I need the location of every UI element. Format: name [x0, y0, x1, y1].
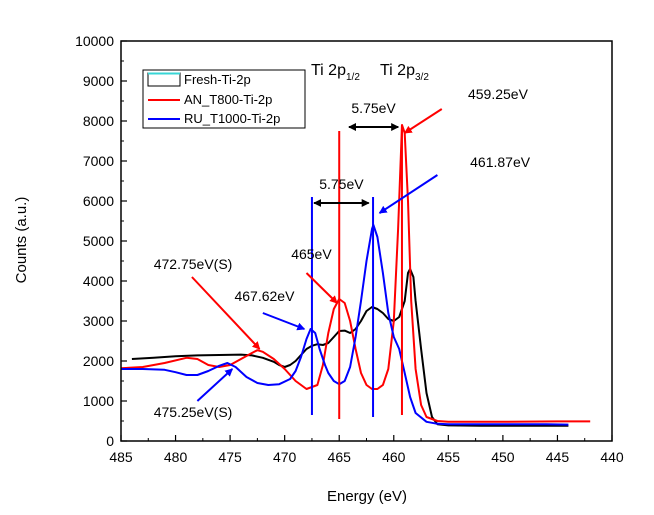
x-tick-label-480: 480 — [164, 449, 188, 465]
y-tick-label-9000: 9000 — [83, 73, 114, 89]
legend-swatch-fresh — [147, 72, 181, 87]
annotation-475-25ev-s-arrow — [196, 368, 234, 402]
y-tick-label-3000: 3000 — [83, 313, 114, 329]
y-tick-label-1000: 1000 — [83, 393, 114, 409]
x-tick-label-450: 450 — [491, 449, 515, 465]
annotation-472-75ev-s-arrow — [191, 276, 261, 350]
x-axis-label: Energy (eV) — [327, 488, 407, 505]
legend-item-fresh: Fresh-Ti-2p — [147, 72, 251, 87]
series-an-t800-ti-2p — [120, 124, 591, 423]
y-tick-label-2000: 2000 — [83, 353, 114, 369]
series-layer — [120, 124, 591, 427]
x-tick-label-475: 475 — [218, 449, 242, 465]
series-ru-t1000-ti-2p — [121, 224, 569, 426]
legend: Fresh-Ti-2p AN_T800-Ti-2p RU_T1000-Ti-2p — [142, 69, 306, 129]
annotation-472-75ev-s-label: 472.75eV(S) — [154, 256, 233, 272]
legend-label-ru-t1000: RU_T1000-Ti-2p — [184, 111, 280, 126]
annotation-459-25ev-arrow — [403, 108, 443, 134]
legend-label-fresh: Fresh-Ti-2p — [184, 72, 251, 87]
x-tick-label-465: 465 — [328, 449, 352, 465]
y-tick-label-0: 0 — [106, 433, 114, 449]
ti-2p3-label: Ti 2p3/2 — [380, 62, 429, 83]
annotation-459-25ev-label: 459.25eV — [468, 86, 529, 102]
y-tick-label-8000: 8000 — [83, 113, 114, 129]
legend-item-ru-t1000: RU_T1000-Ti-2p — [148, 111, 280, 126]
annotation-465ev-arrow — [305, 272, 338, 304]
legend-item-an-t800: AN_T800-Ti-2p — [148, 92, 272, 107]
annotation-467-62ev-label: 467.62eV — [234, 288, 295, 304]
y-tick-label-7000: 7000 — [83, 153, 114, 169]
annotation-467-62ev-arrow — [262, 312, 306, 331]
annotation-461-87ev-arrow — [378, 174, 438, 214]
y-tick-label-5000: 5000 — [83, 233, 114, 249]
annotations: 5.75eV 5.75eV 459.25eV 461.87eV 465eV 467.62e… — [154, 86, 531, 420]
peak-vertical-lines — [310, 125, 403, 419]
annotation-461-87ev-label: 461.87eV — [470, 154, 531, 170]
x-tick-label-460: 460 — [382, 449, 406, 465]
ti-2p1-label: Ti 2p1/2 — [311, 62, 360, 83]
x-tick-label-455: 455 — [437, 449, 461, 465]
legend-label-an-t800: AN_T800-Ti-2p — [184, 92, 272, 107]
y-tick-label-4000: 4000 — [83, 273, 114, 289]
y-tick-label-6000: 6000 — [83, 193, 114, 209]
y-tick-label-10000: 10000 — [75, 33, 114, 49]
annotation-465ev-label: 465eV — [291, 246, 332, 262]
axes: 0 1000 2000 3000 4000 5000 6000 7000 8000 9000 100… — [75, 33, 624, 465]
x-tick-label-485: 485 — [109, 449, 133, 465]
splitting-label-1: 5.75eV — [319, 176, 364, 192]
x-tick-label-440: 440 — [600, 449, 624, 465]
annotation-475-25ev-s-label: 475.25eV(S) — [154, 404, 233, 420]
x-tick-label-470: 470 — [273, 449, 297, 465]
y-axis-label: Counts (a.u.) — [13, 197, 30, 284]
x-tick-label-445: 445 — [546, 449, 570, 465]
splitting-label-0: 5.75eV — [351, 100, 396, 116]
